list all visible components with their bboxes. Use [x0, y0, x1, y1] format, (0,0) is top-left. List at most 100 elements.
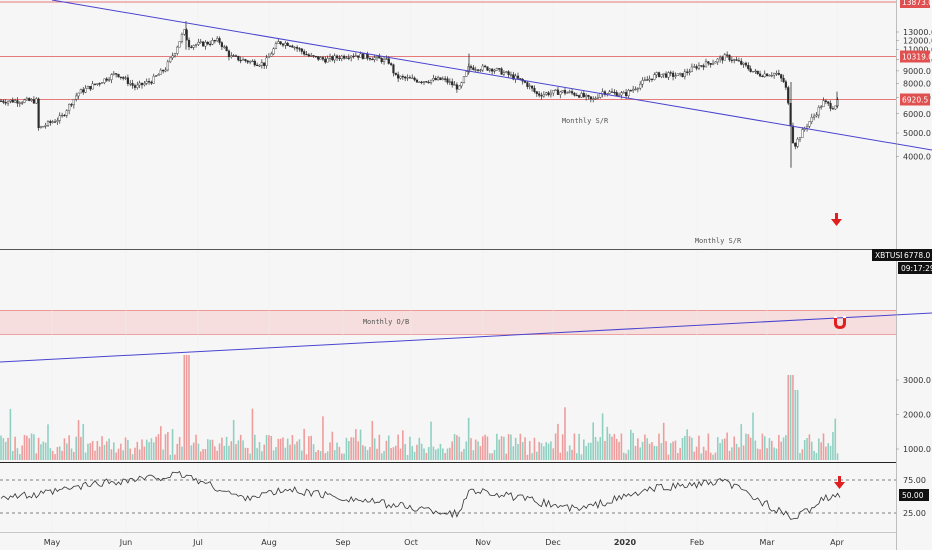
candle-body — [9, 99, 12, 102]
volume-bar — [249, 453, 251, 460]
volume-bar — [242, 440, 244, 460]
candle-body — [744, 62, 748, 66]
volume-bar — [350, 437, 352, 460]
candle-body — [653, 74, 656, 80]
candle-body — [300, 48, 303, 52]
candle-body — [556, 89, 560, 95]
volume-bar — [11, 450, 14, 460]
candle-body — [30, 99, 33, 101]
volume-bar — [766, 448, 768, 460]
candle-body — [258, 65, 261, 67]
volume-bar — [298, 439, 301, 460]
volume-bar — [211, 439, 214, 460]
candle-body — [44, 125, 47, 127]
candle-body — [451, 81, 454, 86]
candle-body — [707, 61, 710, 64]
time-axis[interactable]: May Jun Jul Aug Sep Oct Nov Dec 2020 Feb Mar Apr — [44, 538, 845, 547]
candle-body — [787, 87, 790, 104]
candle-body — [220, 42, 223, 48]
candle-body — [216, 38, 219, 42]
candle-body — [380, 58, 383, 63]
volume-bar — [585, 446, 587, 460]
price-tick-label: 11000.0 — [903, 46, 932, 55]
volume-bar — [472, 450, 475, 460]
candle-body — [345, 57, 348, 59]
volume-bar — [103, 444, 106, 460]
candle-body — [632, 88, 635, 91]
volume-bar — [420, 443, 423, 460]
time-tick-label: Jun — [119, 538, 133, 547]
volume-bar — [169, 454, 171, 460]
candle-body — [267, 56, 270, 59]
time-tick-label: Aug — [261, 538, 277, 547]
countdown-label: 09:17:29 — [901, 264, 932, 273]
candle-body — [437, 77, 440, 81]
candle-body — [375, 55, 379, 58]
volume-bar — [547, 443, 550, 460]
volume-bar — [84, 452, 87, 460]
candle-body — [321, 57, 325, 60]
volume-bar — [568, 445, 571, 460]
candle-body — [178, 41, 181, 48]
rsi-tick-label: 75.00 — [903, 476, 926, 485]
volume-bar — [479, 446, 482, 460]
volume-bar — [91, 441, 94, 460]
volume-bar — [707, 433, 710, 460]
candle-body — [533, 88, 536, 92]
volume-bar — [634, 445, 637, 460]
volume-bar — [756, 448, 759, 460]
volume-bar — [113, 442, 115, 460]
candle-body — [157, 74, 160, 76]
volume-bar — [733, 436, 735, 460]
candle-body — [662, 73, 665, 75]
volume-bar — [491, 453, 493, 460]
candle-body — [13, 100, 17, 103]
candle-body — [523, 81, 527, 83]
volume-bar — [456, 435, 458, 460]
candle-body — [49, 121, 52, 123]
volume-bar — [131, 454, 134, 460]
candle-body — [194, 44, 198, 46]
volume-bar — [803, 439, 806, 460]
candle-body — [667, 72, 670, 78]
volume-bar — [268, 435, 270, 460]
volume-bar — [279, 438, 282, 460]
volume-bar — [458, 436, 461, 460]
candle-body — [512, 74, 515, 80]
volume-bar — [538, 441, 540, 460]
candle-body — [429, 79, 433, 83]
time-tick-label: Feb — [690, 538, 704, 547]
volume-bar — [301, 450, 303, 460]
candle-body — [166, 61, 169, 71]
volume-bar — [658, 433, 660, 460]
volume-bar — [14, 436, 16, 460]
volume-bar — [554, 433, 557, 460]
volume-bar — [533, 437, 536, 460]
candle-body — [65, 110, 68, 116]
candle-body — [679, 73, 682, 75]
volume-bar — [721, 439, 724, 460]
price-tick-label: 6000.0 — [903, 110, 931, 119]
volume-bar — [319, 451, 322, 460]
volume-bar — [293, 444, 296, 460]
volume-bar — [740, 424, 743, 460]
candle-body — [241, 59, 245, 61]
candle-body — [112, 73, 115, 75]
volume-bar — [326, 451, 329, 460]
volume-bar — [719, 443, 721, 460]
candle-body — [91, 83, 94, 90]
price-tags: 13873.0 10319.0 6920.5 — [900, 0, 932, 106]
candle-body — [39, 126, 43, 129]
volume-bar — [40, 444, 42, 460]
candle-body — [425, 81, 428, 83]
candle-body — [455, 84, 458, 90]
candle-body — [162, 69, 165, 72]
candle-body — [331, 56, 334, 61]
candle-body — [406, 77, 409, 79]
candle-body — [446, 78, 449, 83]
candle-body — [378, 55, 381, 59]
candle-body — [462, 76, 466, 83]
volume-bar — [26, 435, 28, 460]
